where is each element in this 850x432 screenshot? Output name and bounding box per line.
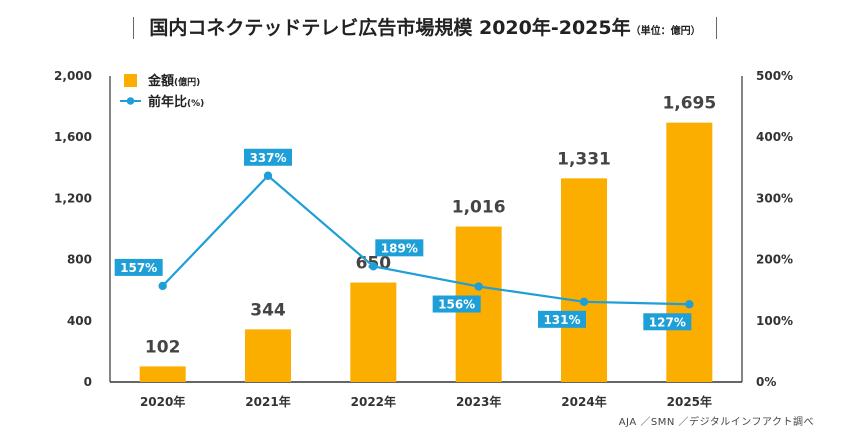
y-right-tick-label: 0% xyxy=(756,375,776,389)
chart-title-container: 国内コネクテッドテレビ広告市場規模 2020年-2025年（単位：億円） xyxy=(0,14,850,46)
legend-bar-swatch xyxy=(124,74,137,87)
legend: 金額(億円) 前年比(%) xyxy=(120,73,204,110)
yoy-point xyxy=(579,297,589,307)
x-tick-label: 2020年 xyxy=(140,394,185,409)
yoy-label: 189% xyxy=(381,241,418,255)
yoy-label-box xyxy=(114,258,163,276)
yoy-label-box xyxy=(538,310,586,328)
legend-line-marker xyxy=(126,97,135,105)
yoy-point xyxy=(263,171,273,180)
legend-bar-unit: (億円) xyxy=(174,76,200,88)
chart-title: 国内コネクテッドテレビ広告市場規模 2020年-2025年（単位：億円） xyxy=(133,14,717,46)
yoy-label-box xyxy=(244,148,292,166)
source-note: AJA ／SMN ／デジタルインフアクト調べ xyxy=(618,417,814,428)
yoy-label: 337% xyxy=(249,151,286,165)
yoy-label: 156% xyxy=(438,298,475,312)
legend-line-label: 前年比(%) xyxy=(148,94,204,110)
bar xyxy=(561,178,607,382)
bar xyxy=(666,122,713,382)
y-right-tick-label: 200% xyxy=(756,253,793,267)
bar-value-label: 1,695 xyxy=(662,94,716,114)
yoy-label-box xyxy=(643,313,692,331)
bar-value-label: 344 xyxy=(250,300,286,320)
bar-value-label: 1,331 xyxy=(557,149,611,169)
x-tick-label: 2025年 xyxy=(667,394,712,409)
x-tick-label: 2024年 xyxy=(561,394,606,409)
y-left-tick-label: 2,000 xyxy=(54,69,92,83)
line-labels-group: 157% 337% 189% 156% 131% 127% xyxy=(114,148,692,331)
bar-value-label: 1,016 xyxy=(452,198,506,218)
y-left-tick-label: 1,200 xyxy=(54,191,92,205)
y-left-tick-label: 800 xyxy=(67,253,92,267)
y-right-tick-label: 300% xyxy=(756,191,793,205)
yoy-point xyxy=(369,262,378,271)
chart-title-main: 国内コネクテッドテレビ広告市場規模 2020年-2025年 xyxy=(149,17,631,39)
yoy-label-box xyxy=(432,295,481,313)
yoy-line xyxy=(161,174,690,306)
bars-group xyxy=(139,122,713,382)
legend-bar-name: 金額 xyxy=(147,73,174,89)
x-tick-label: 2022年 xyxy=(351,394,396,409)
bar xyxy=(350,282,397,382)
axes-group: 0 400 800 1,200 1,600 2,000 0% 100% 200% 300% 400%… xyxy=(54,69,793,409)
yoy-point xyxy=(158,281,167,291)
yoy-label: 131% xyxy=(543,313,580,327)
legend-line-name: 前年比 xyxy=(148,94,187,110)
y-right-tick-label: 500% xyxy=(756,69,793,83)
y-right-tick-label: 100% xyxy=(756,314,793,328)
yoy-point xyxy=(685,300,694,309)
yoy-label-box xyxy=(375,239,424,257)
legend-bar-label: 金額(億円) xyxy=(147,73,200,89)
yoy-point xyxy=(474,282,483,291)
yoy-label: 127% xyxy=(649,315,686,329)
bar-value-label: 102 xyxy=(145,337,181,357)
bar xyxy=(139,366,186,382)
y-left-tick-label: 1,600 xyxy=(54,130,92,144)
yoy-label: 157% xyxy=(120,261,157,275)
line-series-group xyxy=(158,171,694,309)
x-tick-label: 2023年 xyxy=(456,394,501,409)
bar xyxy=(245,329,291,382)
legend-line-unit: (%) xyxy=(187,99,204,109)
chart-title-unit: （単位：億円） xyxy=(630,26,701,37)
y-right-tick-label: 400% xyxy=(756,130,793,144)
y-left-tick-label: 0 xyxy=(84,375,92,389)
y-left-tick-label: 400 xyxy=(67,314,92,328)
x-tick-label: 2021年 xyxy=(245,394,290,409)
